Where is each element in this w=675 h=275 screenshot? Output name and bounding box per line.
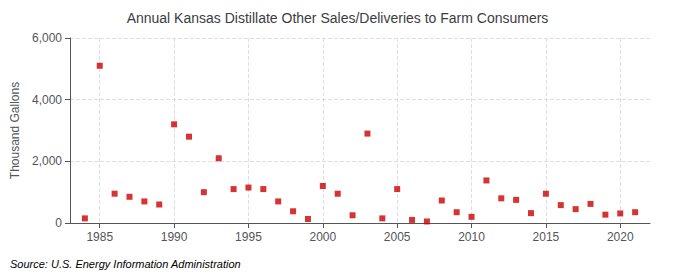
svg-text:4,000: 4,000 — [32, 93, 62, 107]
svg-text:Source: U.S. Energy Informatio: Source: U.S. Energy Information Administ… — [10, 258, 241, 270]
svg-text:Thousand Gallons: Thousand Gallons — [8, 82, 22, 179]
svg-text:Annual Kansas Distillate Other: Annual Kansas Distillate Other Sales/Del… — [127, 10, 549, 26]
svg-text:2,000: 2,000 — [32, 154, 62, 168]
svg-text:1995: 1995 — [235, 230, 262, 244]
svg-text:6,000: 6,000 — [32, 31, 62, 45]
svg-text:2015: 2015 — [533, 230, 560, 244]
svg-text:2020: 2020 — [607, 230, 634, 244]
svg-text:1985: 1985 — [86, 230, 113, 244]
svg-text:0: 0 — [55, 216, 62, 230]
svg-text:2010: 2010 — [458, 230, 485, 244]
svg-text:2000: 2000 — [309, 230, 336, 244]
svg-text:2005: 2005 — [384, 230, 411, 244]
svg-text:1990: 1990 — [161, 230, 188, 244]
